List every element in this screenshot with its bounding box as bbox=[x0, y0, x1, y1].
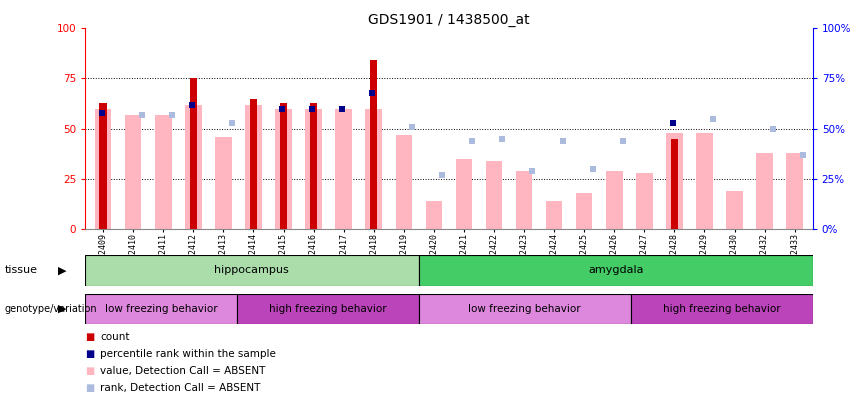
Bar bbox=[280, 102, 288, 229]
Bar bbox=[275, 109, 292, 229]
Bar bbox=[671, 139, 678, 229]
Bar bbox=[757, 153, 773, 229]
Bar bbox=[426, 201, 443, 229]
Text: ■: ■ bbox=[85, 366, 94, 376]
Bar bbox=[85, 255, 419, 286]
Text: low freezing behavior: low freezing behavior bbox=[105, 304, 217, 314]
Text: ▶: ▶ bbox=[58, 304, 66, 314]
Bar bbox=[310, 102, 317, 229]
Bar bbox=[726, 191, 743, 229]
Bar bbox=[486, 161, 502, 229]
Bar bbox=[545, 201, 563, 229]
Text: value, Detection Call = ABSENT: value, Detection Call = ABSENT bbox=[100, 366, 266, 376]
Bar bbox=[786, 153, 803, 229]
Text: low freezing behavior: low freezing behavior bbox=[468, 304, 581, 314]
Bar bbox=[94, 109, 111, 229]
Text: percentile rank within the sample: percentile rank within the sample bbox=[100, 349, 277, 359]
Bar bbox=[237, 294, 419, 324]
Bar bbox=[245, 104, 262, 229]
Bar bbox=[185, 104, 202, 229]
Text: tissue: tissue bbox=[4, 265, 37, 275]
Bar bbox=[306, 109, 322, 229]
Text: high freezing behavior: high freezing behavior bbox=[269, 304, 386, 314]
Bar bbox=[516, 171, 533, 229]
Bar bbox=[636, 173, 653, 229]
Bar bbox=[365, 109, 382, 229]
Bar bbox=[155, 115, 172, 229]
Bar bbox=[249, 98, 257, 229]
Bar bbox=[576, 193, 592, 229]
Bar bbox=[215, 136, 231, 229]
Bar bbox=[125, 115, 141, 229]
Bar bbox=[190, 79, 197, 229]
Text: rank, Detection Call = ABSENT: rank, Detection Call = ABSENT bbox=[100, 383, 260, 393]
Bar bbox=[419, 294, 631, 324]
Bar bbox=[606, 171, 623, 229]
Bar bbox=[455, 159, 472, 229]
Bar bbox=[335, 109, 352, 229]
Text: genotype/variation: genotype/variation bbox=[4, 304, 97, 314]
Text: high freezing behavior: high freezing behavior bbox=[663, 304, 780, 314]
Text: count: count bbox=[100, 332, 130, 342]
Text: ■: ■ bbox=[85, 349, 94, 359]
Bar bbox=[631, 294, 813, 324]
Bar bbox=[696, 132, 713, 229]
Text: ▶: ▶ bbox=[58, 265, 66, 275]
Bar bbox=[370, 60, 378, 229]
Text: amygdala: amygdala bbox=[588, 265, 643, 275]
Text: ■: ■ bbox=[85, 383, 94, 393]
Bar bbox=[666, 132, 683, 229]
Text: hippocampus: hippocampus bbox=[214, 265, 289, 275]
Bar bbox=[100, 102, 107, 229]
Title: GDS1901 / 1438500_at: GDS1901 / 1438500_at bbox=[368, 13, 529, 27]
Bar bbox=[85, 294, 237, 324]
Bar bbox=[396, 134, 412, 229]
Text: ■: ■ bbox=[85, 332, 94, 342]
Bar bbox=[419, 255, 813, 286]
